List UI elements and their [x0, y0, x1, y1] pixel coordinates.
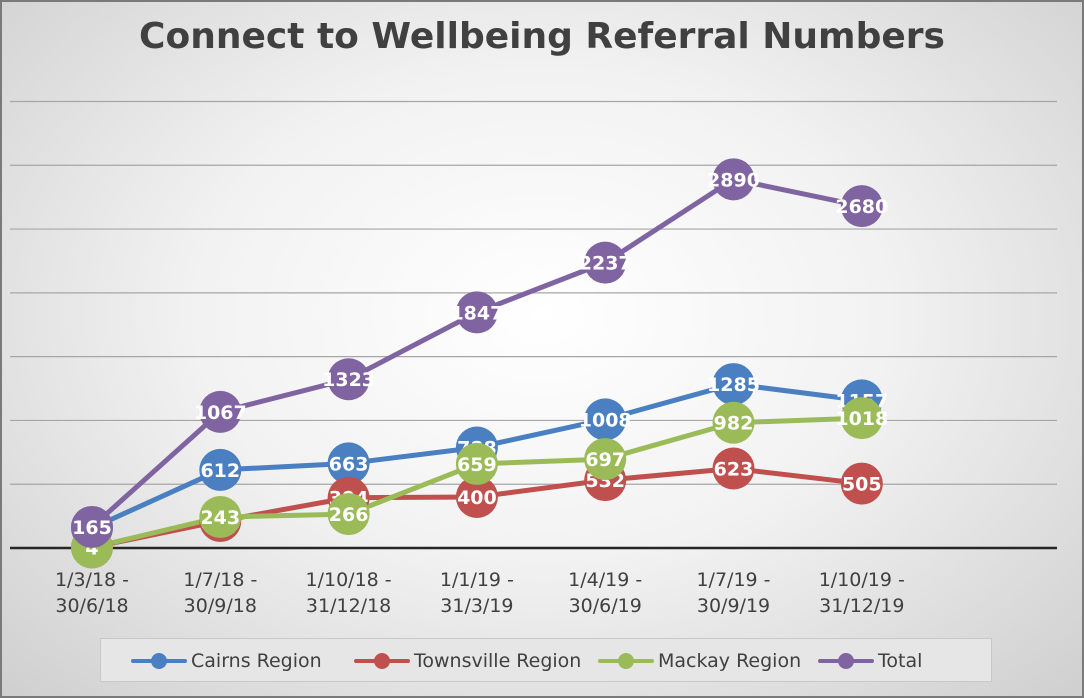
data-label-townsville-region: 623: [714, 459, 754, 481]
data-label-total: 1847: [450, 302, 503, 324]
legend-swatch: [818, 649, 874, 673]
x-tick-label: 1/3/18 -30/6/18: [55, 569, 129, 617]
data-label-townsville-region: 505: [842, 474, 882, 496]
data-point-mackay-region: [455, 442, 498, 485]
data-point-cairns-region: [327, 442, 370, 485]
data-label-total: 1323: [322, 369, 375, 391]
legend-item-cairns-region: Cairns Region: [131, 649, 322, 673]
data-point-townsville-region: [712, 447, 755, 490]
x-tick-label: 1/10/18 -31/12/18: [306, 569, 392, 617]
data-label-mackay-region: 697: [585, 449, 625, 471]
data-label-cairns-region: 1285: [707, 374, 760, 396]
data-label-total: 165: [72, 517, 112, 539]
data-point-townsville-region: [455, 475, 498, 518]
data-label-mackay-region: 266: [329, 504, 369, 526]
data-label-total: 2680: [835, 196, 888, 218]
data-point-townsville-region: [840, 462, 883, 505]
legend-item-total: Total: [818, 649, 922, 673]
legend-label: Townsville Region: [414, 650, 582, 672]
data-point-mackay-region: [327, 493, 370, 536]
data-point-cairns-region: [584, 398, 627, 441]
x-tick-label: 1/7/18 -30/9/18: [183, 569, 257, 617]
chart-legend: Cairns Region Townsville Region Mackay Reg…: [100, 638, 992, 682]
data-label-mackay-region: 659: [457, 454, 497, 476]
data-label-total: 2890: [707, 169, 760, 191]
data-label-mackay-region: 982: [714, 413, 754, 435]
data-point-total: [840, 185, 883, 228]
data-label-total: 2237: [579, 253, 632, 275]
legend-swatch: [131, 649, 187, 673]
data-point-total: [455, 291, 498, 334]
data-label-total: 1067: [194, 402, 247, 424]
data-point-total: [327, 358, 370, 401]
legend-swatch: [354, 649, 410, 673]
legend-swatch: [598, 649, 654, 673]
data-point-total: [199, 390, 242, 433]
data-label-townsville-region: 400: [457, 487, 497, 509]
x-tick-label: 1/4/19 -30/6/19: [568, 569, 642, 617]
data-label-mackay-region: 1018: [835, 408, 888, 430]
x-tick-label: 1/10/19 -31/12/19: [819, 569, 905, 617]
data-label-cairns-region: 1008: [579, 409, 632, 431]
data-point-total: [584, 241, 627, 284]
data-label-cairns-region: 612: [200, 460, 240, 482]
chart-title: Connect to Wellbeing Referral Numbers: [139, 16, 945, 57]
data-label-mackay-region: 243: [200, 507, 240, 529]
data-point-mackay-region: [840, 397, 883, 440]
legend-label: Mackay Region: [658, 650, 802, 672]
legend-item-townsville-region: Townsville Region: [354, 649, 581, 673]
legend-label: Cairns Region: [191, 650, 322, 672]
data-point-cairns-region: [199, 448, 242, 491]
data-point-total: [71, 505, 113, 548]
legend-item-mackay-region: Mackay Region: [598, 649, 801, 673]
data-label-cairns-region: 663: [329, 453, 369, 475]
data-point-mackay-region: [584, 438, 627, 481]
data-point-cairns-region: [712, 363, 755, 406]
legend-label: Total: [878, 650, 923, 672]
x-tick-label: 1/7/19 -30/9/19: [696, 569, 770, 617]
data-point-mackay-region: [712, 401, 755, 444]
x-tick-label: 1/1/19 -31/3/19: [440, 569, 514, 617]
data-point-mackay-region: [199, 496, 242, 539]
data-point-total: [712, 158, 755, 201]
